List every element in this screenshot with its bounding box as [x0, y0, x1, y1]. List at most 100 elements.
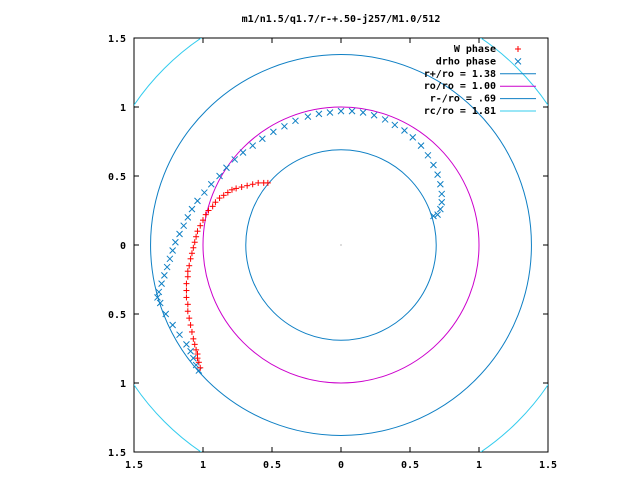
w-phase-point	[193, 346, 200, 353]
origin-dot	[340, 244, 342, 246]
drho-phase-point	[166, 255, 174, 263]
w-phase-point	[186, 262, 193, 269]
drho-phase-point	[359, 109, 367, 116]
y-tick-label: 0.5	[108, 310, 126, 321]
w-phase-point	[183, 280, 190, 287]
drho-phase-point	[207, 180, 215, 188]
x-tick-label: 0	[338, 460, 344, 471]
y-tick-label: 1.5	[108, 448, 126, 459]
w-phase-point	[194, 228, 201, 235]
w-phase-point	[244, 182, 251, 189]
w-phase-point	[238, 184, 245, 191]
drho-phase-point	[424, 151, 432, 159]
drho-phase-point	[216, 172, 223, 180]
w-phase-point	[224, 189, 231, 196]
x-tick-label: 1	[476, 460, 482, 471]
drho-phase-point	[194, 197, 201, 205]
drho-phase-point	[189, 354, 197, 362]
y-tick-label: 0.5	[108, 172, 126, 183]
drho-phase-point	[348, 107, 356, 115]
drho-phase-point	[184, 214, 192, 221]
w-phase-point	[220, 192, 227, 199]
drho-phase-point	[188, 205, 196, 213]
legend-label: ro/ro = 1.00	[424, 81, 496, 92]
chart-title: m1/n1.5/q1.7/r-+.50-j257/M1.0/512	[242, 13, 441, 25]
w-phase-point	[216, 195, 223, 202]
drho-phase-point	[281, 122, 288, 130]
w-phase-point	[202, 211, 209, 218]
axis-ticks: 1.5 1 0.5 0 0.5 1 1.51.510.500.511.5	[108, 34, 557, 471]
w-phase-point	[183, 294, 190, 301]
drho-phase-point	[176, 230, 183, 238]
drho-phase-point	[195, 367, 203, 374]
w-phase-point	[183, 287, 190, 294]
w-phase-point	[264, 179, 271, 186]
drho-phase-point	[223, 164, 230, 172]
drho-phase-point	[201, 189, 208, 196]
w-phase-point	[195, 359, 202, 366]
w-phase-point	[184, 301, 191, 308]
y-tick-label: 1	[120, 379, 126, 390]
drho-phase-point	[180, 222, 188, 230]
legend-label: drho phase	[436, 56, 496, 67]
w-phase-point	[190, 335, 197, 342]
legend-label: r-/ro = .69	[430, 94, 496, 105]
drho-phase-point	[163, 263, 171, 271]
drho-phase-point	[161, 272, 168, 279]
w-phase-point	[191, 239, 198, 246]
drho-phase-point	[231, 156, 239, 163]
x-tick-label: 1	[200, 460, 206, 471]
drho-phase-point	[337, 107, 345, 115]
drho-phase-point	[434, 171, 441, 178]
drho-phase-point	[391, 121, 399, 129]
w-phase-point	[187, 322, 194, 329]
drho-phase-point	[437, 180, 444, 188]
drho-phase-point	[270, 128, 277, 136]
w-phase-point	[205, 207, 212, 214]
x-tick-label: 1.5	[125, 460, 143, 471]
circle-r--series	[245, 149, 437, 341]
drho-phase-point	[438, 198, 446, 206]
drho-phase-point	[156, 299, 164, 307]
w-phase-point	[193, 233, 200, 240]
x-tick-label: 1.5	[539, 460, 557, 471]
drho-phase-point	[409, 134, 417, 141]
legend-marker	[515, 46, 521, 52]
w-phase-point	[186, 315, 193, 322]
w-phase-point	[184, 268, 191, 275]
w-phase-point	[194, 351, 201, 358]
drho-phase-point	[401, 127, 408, 134]
y-tick-label: 0	[120, 241, 126, 252]
y-tick-label: 1	[120, 103, 126, 114]
drho-phase-point	[187, 347, 194, 355]
drho-phase-point	[158, 280, 165, 287]
drho-phase-point	[169, 321, 176, 329]
w-phase-point	[249, 181, 256, 188]
w-phase-point	[188, 328, 195, 335]
drho-phase-point	[155, 288, 163, 296]
w-phase-point	[184, 308, 191, 315]
drho-phase-point	[169, 247, 176, 254]
x-tick-label: 0.5	[263, 460, 281, 471]
w-phase-point	[209, 203, 216, 210]
w-phase-point	[212, 199, 219, 206]
w-phase-point	[187, 255, 194, 262]
drho-phase-point	[438, 190, 446, 198]
drho-phase-point	[249, 142, 257, 149]
drho-phase-point	[430, 161, 437, 169]
w-phase-point	[190, 244, 197, 251]
w-phase-point	[200, 217, 206, 224]
drho-phase-point	[183, 341, 190, 348]
drho-phase-point	[370, 111, 378, 119]
w-phase-point	[197, 222, 204, 229]
drho-phase-point	[381, 116, 389, 123]
circle-r+-series	[150, 54, 532, 436]
drho-phase-point	[326, 109, 334, 116]
w-phase-point	[188, 250, 195, 257]
circle-rc-series	[134, 38, 548, 452]
legend-label: r+/ro = 1.38	[424, 69, 496, 80]
drho-phase-point	[430, 212, 437, 220]
drho-phase-point	[292, 117, 299, 125]
